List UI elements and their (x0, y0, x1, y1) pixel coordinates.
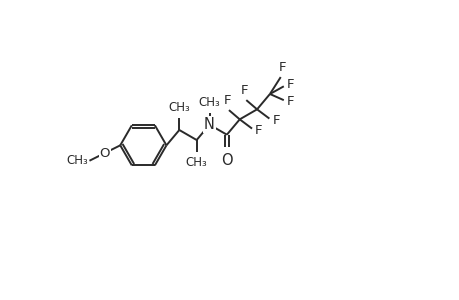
Text: CH₃: CH₃ (66, 154, 88, 167)
Text: N: N (204, 117, 214, 132)
Text: F: F (278, 61, 285, 74)
Text: F: F (223, 94, 231, 107)
Text: F: F (286, 95, 294, 108)
Text: F: F (255, 124, 262, 136)
Text: CH₃: CH₃ (185, 156, 207, 169)
Text: CH₃: CH₃ (198, 96, 220, 109)
Text: O: O (100, 146, 110, 160)
Text: F: F (272, 114, 280, 127)
Text: F: F (286, 78, 294, 91)
Text: CH₃: CH₃ (168, 101, 190, 114)
Text: F: F (241, 84, 248, 97)
Text: O: O (221, 153, 232, 168)
